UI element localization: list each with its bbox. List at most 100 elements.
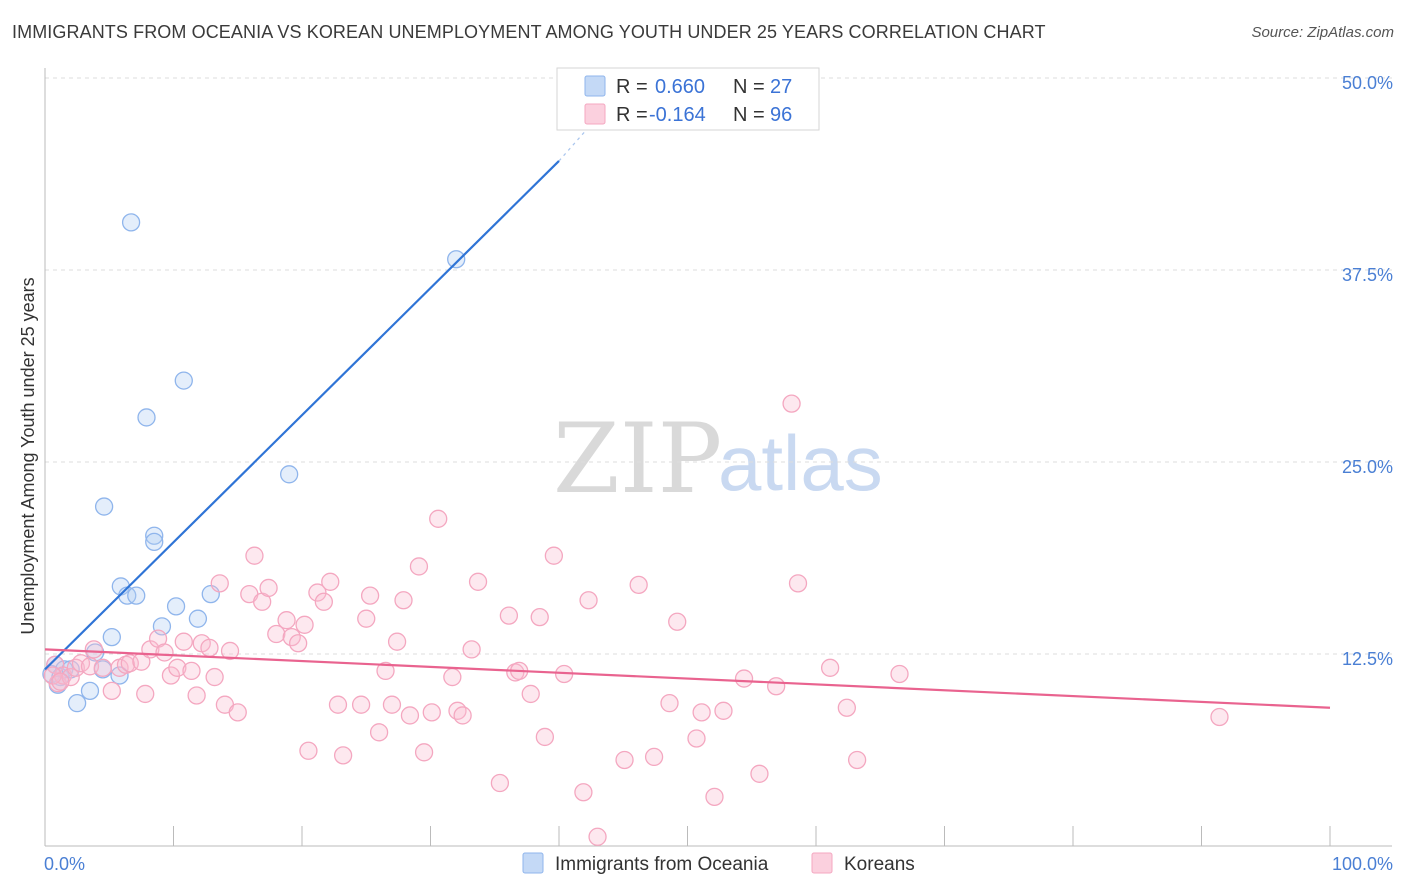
point-koreans-41 — [314, 592, 333, 611]
point-koreans-40 — [308, 583, 327, 602]
legend-n-label-1: N = — [733, 76, 765, 98]
point-koreans-56 — [422, 703, 441, 722]
trend-line-oceania — [44, 160, 560, 671]
point-koreans-57 — [429, 509, 448, 528]
point-koreans-95 — [51, 672, 70, 691]
point-koreans-38 — [295, 615, 314, 634]
point-koreans-68 — [530, 607, 549, 627]
point-koreans-53 — [400, 706, 420, 725]
legend-swatch-koreans — [584, 103, 606, 125]
point-koreans-52 — [394, 591, 413, 610]
point-koreans-19 — [168, 658, 187, 677]
point-oceania-20 — [166, 597, 186, 616]
point-koreans-64 — [499, 606, 519, 625]
point-koreans-49 — [376, 661, 395, 681]
point-koreans-86 — [767, 677, 786, 696]
point-koreans-79 — [668, 612, 687, 631]
point-koreans-9 — [102, 681, 121, 701]
legend-r-label-1: R = — [616, 76, 648, 98]
point-oceania-25 — [447, 250, 466, 269]
point-koreans-17 — [155, 643, 174, 662]
point-oceania-21 — [174, 371, 193, 390]
point-oceania-15 — [121, 213, 141, 232]
point-koreans-84 — [734, 669, 754, 688]
legend-n-value-1: 27 — [770, 76, 792, 98]
point-koreans-89 — [820, 658, 840, 677]
point-koreans-91 — [847, 750, 867, 770]
point-koreans-87 — [782, 394, 801, 413]
point-oceania-17 — [145, 526, 164, 545]
point-koreans-60 — [453, 706, 472, 725]
point-koreans-92 — [890, 664, 909, 684]
point-koreans-90 — [837, 698, 856, 717]
point-oceania-16 — [137, 408, 156, 427]
x-tick-labels: 0.0% 100.0% — [44, 854, 1393, 874]
point-koreans-82 — [705, 787, 724, 806]
watermark-zip: ZIP — [553, 403, 722, 515]
legend-bottom: Immigrants from Oceania Koreans — [522, 852, 915, 875]
point-koreans-33 — [259, 578, 278, 598]
point-koreans-58 — [443, 667, 462, 687]
axes — [44, 68, 1392, 847]
point-koreans-37 — [288, 634, 308, 653]
point-koreans-50 — [382, 695, 402, 714]
trend-line-oceania-extension — [558, 131, 586, 162]
grid-lines — [45, 77, 1392, 655]
point-koreans-93 — [1210, 707, 1229, 727]
x-tick-label-1: 100.0% — [1332, 854, 1393, 874]
legend-bottom-label-oceania: Immigrants from Oceania — [555, 854, 769, 875]
legend-n-label-2: N = — [733, 104, 765, 126]
point-koreans-45 — [351, 695, 371, 714]
point-koreans-3 — [61, 667, 80, 687]
point-koreans-70 — [544, 546, 564, 565]
point-koreans-7 — [84, 640, 103, 659]
point-koreans-8 — [93, 658, 112, 677]
point-koreans-20 — [174, 632, 193, 651]
legend-top: R = 0.660 N = 27 R = -0.164 N = 96 — [556, 67, 820, 131]
watermark-atlas: atlas — [718, 419, 883, 507]
point-koreans-54 — [409, 557, 429, 576]
legend-n-value-2: 96 — [770, 104, 792, 126]
point-oceania-24 — [279, 465, 299, 484]
point-koreans-39 — [299, 741, 318, 760]
point-oceania-10 — [102, 627, 121, 647]
point-koreans-43 — [328, 695, 348, 714]
y-tick-labels: 12.5% 25.0% 37.5% 50.0% — [1342, 73, 1393, 669]
point-oceania-6 — [80, 681, 100, 701]
legend-bottom-swatch-koreans — [811, 852, 833, 874]
point-koreans-81 — [692, 703, 711, 722]
legend-r-label-2: R = — [616, 104, 648, 126]
point-koreans-74 — [588, 827, 607, 846]
point-koreans-55 — [414, 743, 434, 762]
point-koreans-44 — [333, 746, 353, 765]
point-koreans-12 — [120, 654, 139, 673]
point-koreans-29 — [228, 703, 247, 722]
y-axis-label: Unemployment Among Youth under 25 years — [18, 277, 38, 634]
point-koreans-73 — [579, 591, 598, 610]
point-koreans-88 — [788, 574, 808, 593]
point-oceania-14 — [127, 586, 146, 605]
point-koreans-35 — [277, 611, 296, 630]
point-oceania-18 — [145, 532, 164, 552]
point-koreans-46 — [357, 609, 376, 628]
series-koreans-points — [43, 394, 1229, 846]
point-oceania-9 — [94, 497, 114, 516]
point-koreans-61 — [462, 640, 481, 659]
point-oceania-5 — [67, 694, 87, 713]
source-label: Source: ZipAtlas.com — [1251, 24, 1394, 41]
point-koreans-62 — [468, 572, 488, 591]
point-koreans-21 — [182, 661, 201, 681]
point-koreans-26 — [210, 574, 229, 593]
point-koreans-28 — [220, 641, 240, 661]
point-koreans-22 — [187, 686, 206, 705]
point-koreans-24 — [200, 638, 219, 658]
point-oceania-22 — [188, 609, 208, 628]
chart-title: IMMIGRANTS FROM OCEANIA VS KOREAN UNEMPL… — [12, 22, 1046, 42]
point-koreans-48 — [369, 723, 389, 742]
x-tick-label-0: 0.0% — [44, 854, 85, 874]
point-koreans-72 — [574, 783, 593, 802]
point-koreans-83 — [714, 701, 733, 720]
legend-swatch-oceania — [584, 75, 606, 97]
point-koreans-63 — [490, 773, 510, 793]
